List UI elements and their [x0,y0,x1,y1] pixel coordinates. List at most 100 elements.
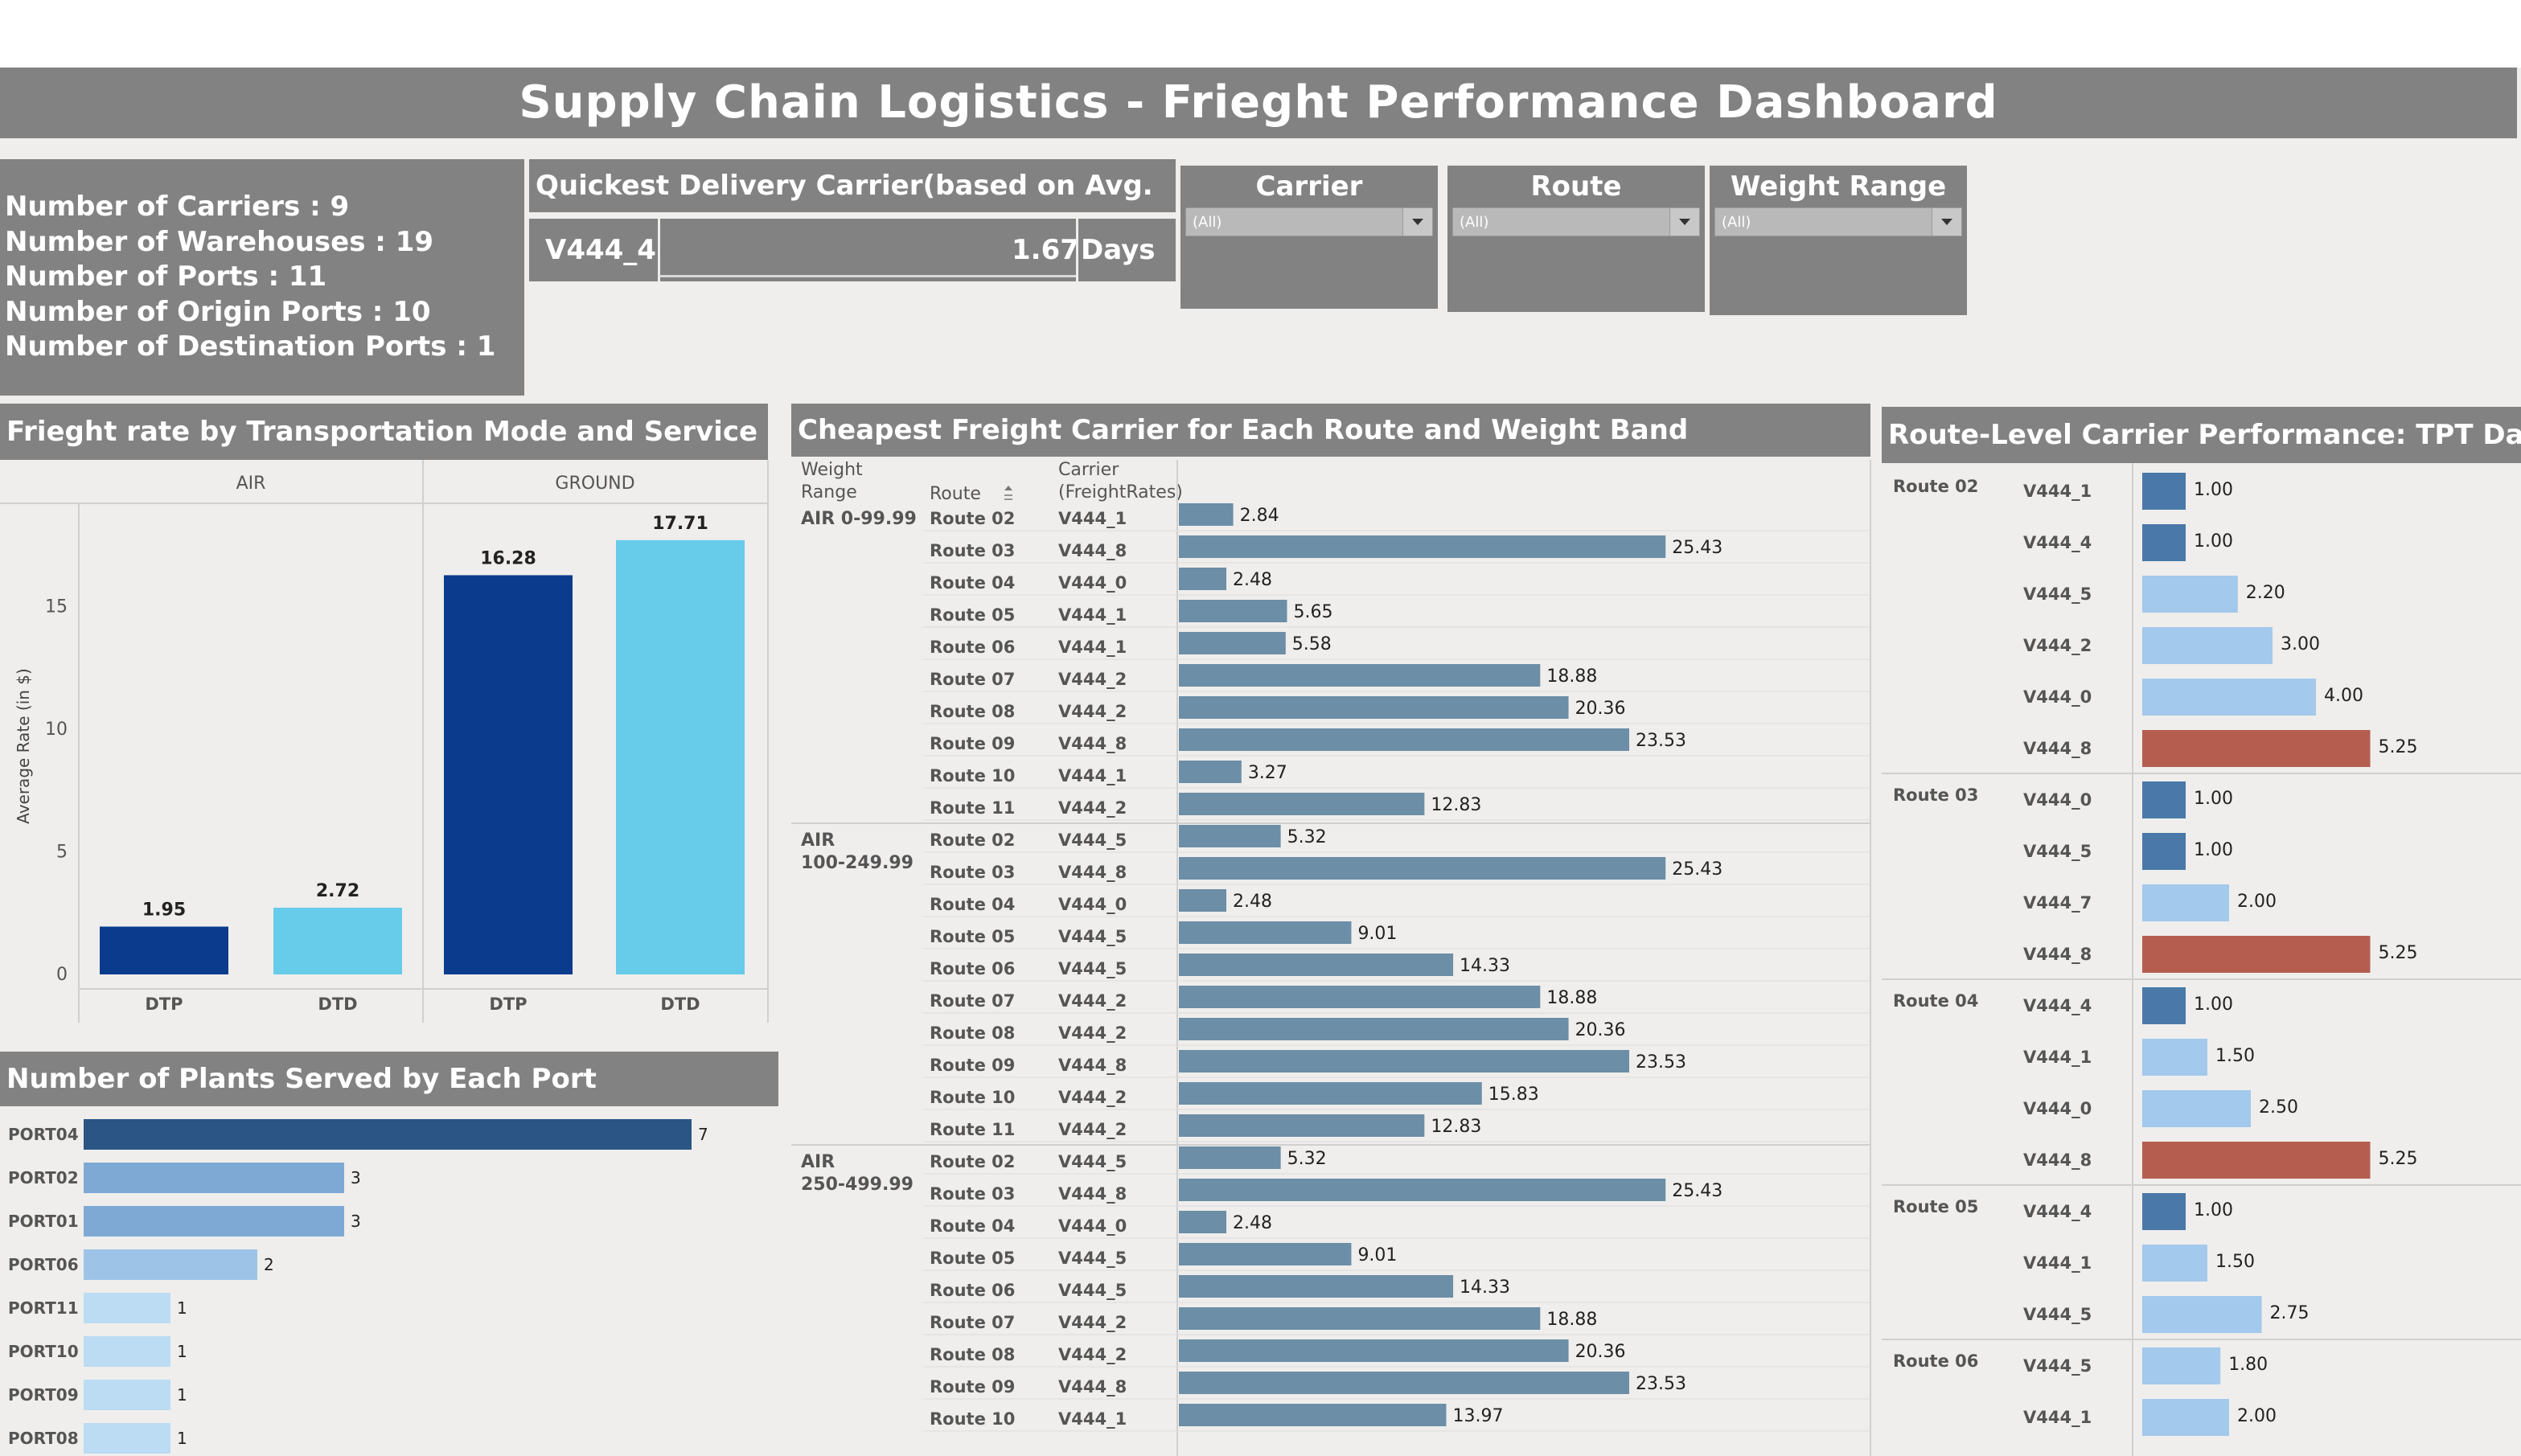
tpt-bar-value: 2.00 [2237,892,2277,912]
route-label: Route 04 [930,1216,1015,1236]
carrier-label: V444_2 [1058,1088,1127,1107]
route-label: Route 03 [930,863,1015,882]
carrier-label: V444_8 [1058,1377,1127,1397]
carrier-label: V444_8 [1058,734,1127,753]
cheapest-chart: AIR 0-99.99 Route 02 V444_1 2.84 Route 03 V44… [791,460,1871,1456]
rate-y-tick: 5 [56,843,68,863]
tpt-bar-value: 1.00 [2194,531,2233,552]
carrier-label: V444_1 [1058,509,1127,528]
cheapest-rows: AIR 0-99.99 Route 02 V444_1 2.84 Route 03 V44… [791,503,1870,1432]
carrier-label: V444_2 [1058,702,1127,721]
group-label-ground: GROUND [555,474,634,494]
cheapest-bar-value: 5.65 [1293,602,1332,622]
rate-x-label: DTP [145,995,183,1014]
route-label: Route 05 [930,605,1015,625]
quickest-carrier-name: V444_4 [545,234,656,266]
route-label: Route 02 [930,509,1015,528]
tpt-bar [2142,679,2316,716]
chevron-down-icon[interactable] [1402,208,1432,236]
route-label: Route 09 [930,1377,1015,1397]
kpi-summary-box: Number of Carriers : 9 Number of Warehou… [0,159,524,396]
tpt-chart: Route 02 V444_1 1.00 V444_4 1.00 V444_5 2.20 V4… [1882,463,2521,1456]
cheapest-bar-value: 2.84 [1240,506,1279,526]
route-label: Route 04 [930,895,1015,914]
carrier-label: V444_2 [1058,670,1127,689]
chevron-down-icon[interactable] [1932,208,1961,236]
tpt-carrier-label: V444_2 [2023,636,2092,655]
cheapest-bar-value: 25.43 [1672,859,1722,880]
tpt-bar [2142,1296,2262,1333]
plant-bar-value: 1 [177,1429,187,1448]
quickest-unit: Days [1081,234,1156,266]
plant-bar-value: 1 [177,1298,187,1318]
weight-range-filter-select[interactable]: (All) [1714,207,1962,236]
quickest-bar-track [659,275,1078,277]
tpt-bar-value: 5.25 [2379,943,2418,963]
plant-bar-port10 [84,1336,170,1367]
tpt-bar [2142,627,2273,664]
weight-range-label: AIR [801,831,835,851]
tpt-bar [2142,1193,2186,1230]
carrier-label: V444_2 [1058,1023,1127,1043]
sort-icon[interactable] [1002,484,1015,505]
tpt-carrier-label: V444_1 [2023,1253,2092,1273]
carrier-label: V444_5 [1058,1249,1127,1268]
cheapest-bar-value: 15.83 [1488,1085,1539,1105]
quickest-carrier-title: Quickest Delivery Carrier(based on Avg. … [529,159,1176,255]
route-label: Route 02 [930,1152,1015,1171]
tpt-bar [2142,987,2186,1024]
carrier-label: V444_1 [1058,638,1127,657]
cheapest-bar [1179,568,1227,590]
chevron-down-icon[interactable] [1669,208,1699,236]
route-filter-value: (All) [1460,214,1489,231]
weight-range-label: 250-499.99 [801,1175,914,1195]
kpi-warehouses: Number of Warehouses : 19 [5,225,434,258]
carrier-filter-select[interactable]: (All) [1185,207,1433,236]
rate-x-label: DTD [660,995,700,1014]
rate-bar-air-dtd [273,908,402,974]
col-route-header[interactable]: Route [930,484,981,504]
route-label: Route 07 [930,991,1015,1011]
tpt-bar [2142,1399,2229,1436]
group-label-air: AIR [236,474,266,494]
cheapest-bar-value: 5.32 [1287,1149,1327,1169]
cheapest-bar [1179,761,1242,783]
route-label: Route 02 [930,831,1015,850]
cheapest-bar-value: 25.43 [1672,1181,1722,1201]
tpt-route-label: Route 02 [1893,477,1978,496]
tpt-carrier-label: V444_5 [2023,1305,2092,1324]
carrier-label: V444_5 [1058,1152,1127,1171]
cheapest-bar-value: 3.27 [1248,763,1287,783]
tpt-carrier-label: V444_8 [2023,739,2092,758]
rate-bar-air-dtp [100,926,228,974]
route-label: Route 03 [930,1184,1015,1204]
dashboard-title: Supply Chain Logistics - Frieght Perform… [0,68,2517,138]
cheapest-bar [1179,825,1281,847]
route-label: Route 11 [930,1120,1015,1139]
plant-bar-port04 [84,1119,692,1150]
rate-y-tick: 10 [45,720,68,740]
kpi-ports: Number of Ports : 11 [5,260,327,293]
cheapest-bar [1179,954,1454,976]
tpt-carrier-label: V444_0 [2023,1099,2092,1118]
cheapest-bar [1179,600,1287,622]
cheapest-bar [1179,696,1569,719]
cheapest-bar [1179,1114,1425,1137]
route-filter-title: Route [1530,170,1622,203]
carrier-label: V444_1 [1058,1409,1127,1429]
col-weight-range-header-1: Weight [801,460,863,480]
weight-range-filter-value: (All) [1722,214,1751,231]
quickest-value: 1.67 [1012,234,1079,266]
tpt-bar-value: 5.25 [2379,1149,2418,1169]
kpi-destination-ports: Number of Destination Ports : 1 [5,330,496,363]
tpt-carrier-label: V444_1 [2023,1048,2092,1067]
tpt-route-label: Route 03 [1893,785,1978,805]
route-filter-select[interactable]: (All) [1452,207,1700,236]
weight-range-label: 100-249.99 [801,853,914,873]
cheapest-bar-value: 9.01 [1357,1245,1397,1265]
cheapest-bar-value: 2.48 [1233,1213,1272,1233]
divider [1076,219,1078,281]
carrier-label: V444_2 [1058,798,1127,818]
rate-y-axis-label: Average Rate (in $) [14,668,33,824]
weight-range-filter-title: Weight Range [1730,170,1947,203]
